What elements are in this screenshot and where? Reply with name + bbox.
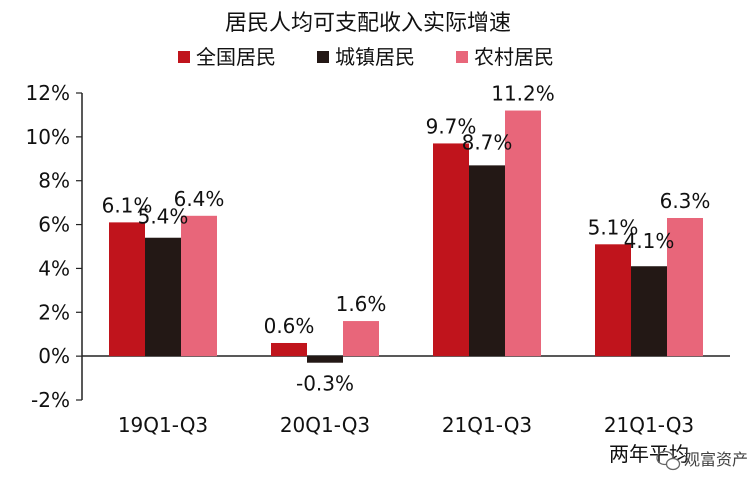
category-label: 20Q1-Q3 <box>280 413 370 437</box>
chart-title: 居民人均可支配收入实际增速 <box>225 11 511 36</box>
wechat-icon <box>656 450 681 471</box>
y-tick-label: 0% <box>38 344 70 368</box>
bar <box>145 237 181 357</box>
bar <box>667 217 703 357</box>
data-label: 4.1% <box>624 229 675 253</box>
legend: 全国居民 城镇居民 农村居民 <box>178 45 554 69</box>
category-label: 21Q1-Q3 <box>604 413 694 437</box>
data-label: 6.1% <box>102 193 153 217</box>
data-label: -0.3% <box>296 372 354 396</box>
y-tick-label: 12% <box>26 81 70 105</box>
y-axis-ticks: 12% 10% 8% 6% 4% 2% 0% -2% <box>26 81 82 412</box>
y-tick-label: -2% <box>31 388 70 412</box>
bar <box>595 244 631 357</box>
data-label: 0.6% <box>264 314 315 338</box>
bar <box>109 222 145 357</box>
bar <box>469 165 505 357</box>
legend-label-2: 城镇居民 <box>335 45 415 69</box>
data-label: 6.3% <box>660 189 711 213</box>
bars <box>109 110 703 363</box>
bar <box>343 321 379 357</box>
bar <box>271 342 307 357</box>
data-labels: 6.1%5.4%6.4% 0.6% -0.3% 1.6% 9.7%8.7% 11.2% 5.… <box>102 82 711 396</box>
watermark: 观富资产 <box>656 450 748 471</box>
bar <box>505 110 541 357</box>
data-label: 5.1% <box>588 215 639 239</box>
data-label: 6.4% <box>174 187 225 211</box>
legend-label-1: 全国居民 <box>196 45 276 69</box>
data-label: 5.4% <box>138 205 189 229</box>
legend-swatch-2 <box>317 51 329 63</box>
legend-label-3: 农村居民 <box>474 45 554 69</box>
watermark-text: 观富资产 <box>684 450 748 469</box>
data-label: 11.2% <box>491 82 555 106</box>
bar <box>631 266 667 357</box>
category-label: 21Q1-Q3 <box>442 413 532 437</box>
category-label: 19Q1-Q3 <box>118 413 208 437</box>
y-tick-label: 8% <box>38 169 70 193</box>
y-tick-label: 4% <box>38 256 70 280</box>
data-label: 9.7% <box>426 114 477 138</box>
y-tick-label: 10% <box>26 125 70 149</box>
bar <box>433 143 469 357</box>
legend-swatch-3 <box>456 51 468 63</box>
data-label: 1.6% <box>336 292 387 316</box>
y-tick-label: 2% <box>38 300 70 324</box>
data-label: 8.7% <box>462 130 513 154</box>
y-tick-label: 6% <box>38 213 70 237</box>
bar <box>181 215 217 357</box>
legend-swatch-1 <box>178 51 190 63</box>
bar <box>307 356 343 363</box>
